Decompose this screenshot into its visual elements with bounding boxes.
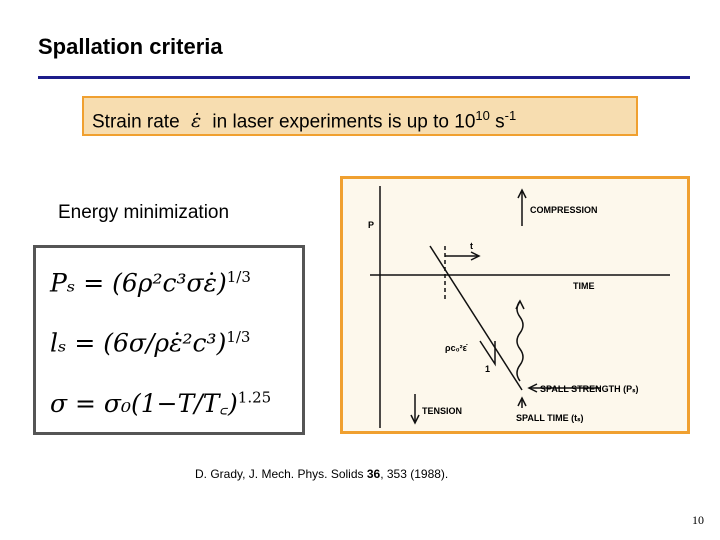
text: in laser experiments is up to 10 bbox=[212, 111, 476, 133]
volume: 36 bbox=[366, 467, 381, 481]
unit: s bbox=[495, 111, 505, 133]
page-number: 10 bbox=[692, 513, 704, 527]
equation-box: Pₛ = (6ρ²c³σε̇)1/3 lₛ = (6σ/ρε̇²c³)1/3 σ… bbox=[33, 245, 305, 435]
equation: Pₛ = (6ρ²c³σε̇)1/3 bbox=[50, 268, 251, 297]
eq-text: σ = σ₀(1−T/T꜀) bbox=[50, 389, 238, 418]
highlight-box: Strain rate ε̇ in laser experiments is u… bbox=[82, 96, 638, 136]
label: t bbox=[470, 241, 473, 251]
citation: D. Grady, J. Mech. Phys. Solids 36, 353 … bbox=[195, 467, 448, 481]
label: COMPRESSION bbox=[530, 205, 598, 215]
eq-text: lₛ = (6σ/ρε̇²c³) bbox=[50, 328, 227, 358]
diagram-frame bbox=[340, 176, 690, 434]
diagram-lines bbox=[370, 186, 670, 428]
symbol: ε̇ bbox=[190, 110, 202, 133]
label: P bbox=[368, 220, 374, 230]
eq-exp: 1/3 bbox=[226, 268, 251, 286]
label: SPALL TIME (tₛ) bbox=[516, 413, 584, 423]
exponent: 10 bbox=[475, 108, 490, 123]
title: Spallation criteria bbox=[38, 34, 223, 59]
text: Strain rate bbox=[92, 111, 180, 133]
diagram: P COMPRESSION t TIME ρc₀²ε̇ 1 SPALL STRE… bbox=[340, 176, 690, 434]
text: D. Grady, J. Mech. Phys. Solids bbox=[195, 467, 367, 481]
eq-text: Pₛ = (6ρ²c³σε̇) bbox=[50, 268, 227, 298]
label: TIME bbox=[573, 281, 595, 291]
label: TENSION bbox=[422, 406, 462, 416]
title-rule bbox=[38, 76, 690, 79]
equation: σ = σ₀(1−T/T꜀)1.25 bbox=[50, 386, 271, 420]
label: SPALL STRENGTH (Pₛ) bbox=[540, 384, 639, 394]
text: , 353 (1988). bbox=[380, 467, 449, 481]
eq-exp: 1/3 bbox=[226, 328, 251, 346]
label: ρc₀²ε̇ bbox=[445, 343, 468, 353]
eq-exp: 1.25 bbox=[237, 388, 272, 407]
exponent: -1 bbox=[504, 108, 517, 123]
equation: lₛ = (6σ/ρε̇²c³)1/3 bbox=[50, 328, 250, 357]
method-label: Energy minimization bbox=[58, 202, 230, 223]
label: 1 bbox=[485, 364, 490, 374]
